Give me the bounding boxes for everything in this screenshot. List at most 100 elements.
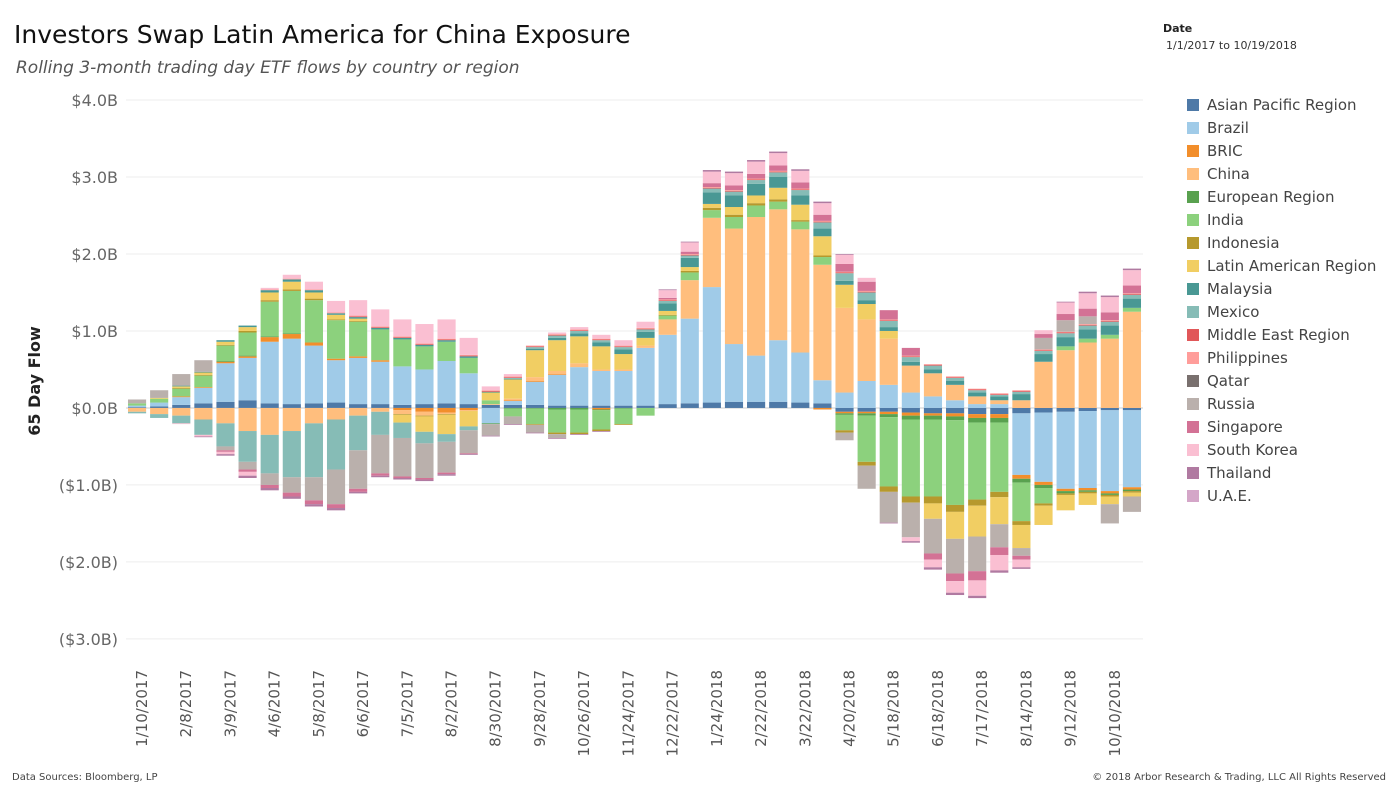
bar-segment-1 [1056,411,1075,489]
bar-segment-14 [724,185,744,191]
legend-swatch [1187,99,1199,111]
bar-segment-3 [503,398,522,401]
bar-segment-3 [835,307,854,393]
bar-segment-9 [172,415,191,424]
bar-segment-8 [791,195,810,205]
bar-segment-14 [1012,555,1031,560]
bar-segment-15 [260,287,279,290]
bar-segment-15 [1034,330,1053,335]
axes: $4.0B $3.0B $2.0B $1.0B $0.0B ($1.0B) ($2.0B) (… [25,91,1124,756]
bar-segment-8 [238,325,257,328]
bar-segment-1 [1078,411,1097,489]
bar-segment-8 [260,290,279,293]
bar-segment-4 [946,416,965,421]
bar-segment-16 [371,475,390,478]
bar-segment-7 [769,187,788,200]
bar-segment-10 [614,346,633,348]
bar-segment-6 [326,319,346,321]
bar-segment-13 [326,469,346,505]
bar-segment-0 [1078,407,1097,412]
bar-segment-7 [150,397,169,399]
bar-segment-16 [879,522,898,524]
bar-segment-0 [658,404,677,408]
bar-segment-6 [769,199,788,202]
bar-segment-0 [150,406,169,408]
bar-segment-2 [371,360,390,362]
bar-segment-16 [747,160,766,162]
bar-segment-9 [349,415,368,451]
bar-segment-1 [459,373,478,405]
y-tick-label: $4.0B [71,91,118,110]
bar-segment-11 [791,188,810,190]
bar-segment-1 [548,374,567,406]
bar-segment-14 [1100,312,1119,321]
bar-segment-3 [481,404,500,405]
bar-segment-3 [879,338,898,385]
bar-segment-2 [238,356,257,358]
bar-segment-5 [525,408,545,425]
bar-segment-16 [1122,268,1142,271]
bar-segment-5 [326,320,346,359]
bar-segment-2 [968,414,987,418]
bar-segment-3 [813,264,832,381]
legend-label: Middle East Region [1207,326,1350,344]
bar-segment-6 [1056,493,1075,495]
bar-segment-14 [371,473,390,476]
bar-segment-8 [349,317,368,319]
bar-segment-4 [548,407,567,410]
bar-segment-15 [304,281,323,290]
bar-segment-10 [437,339,456,341]
bar-segment-9 [415,431,434,444]
bar-segment-3 [614,369,633,371]
bar-segment-1 [238,357,257,401]
bar-segment-11 [680,253,699,255]
x-tick-label: 10/26/2017 [575,670,593,756]
bar-segment-10 [923,364,943,366]
bar-segment-8 [1056,337,1075,347]
bar-segment-8 [393,337,412,340]
bar-segment-9 [503,377,522,379]
bar-segment-8 [1012,394,1031,401]
bar-segment-0 [216,401,235,408]
bar-segment-15 [791,170,810,183]
bar-segment-15 [747,161,766,174]
bar-segment-5 [1078,338,1097,343]
bar-segment-14 [813,214,832,221]
bar-segment-13 [857,465,876,489]
bar-segment-15 [216,451,235,455]
bar-segment-16 [791,169,810,171]
bar-segment-8 [481,391,500,393]
bar-segment-7 [636,337,655,346]
bar-segment-7 [1056,494,1075,511]
bar-segment-14 [879,310,898,320]
bar-segment-3 [592,369,611,371]
bar-segment-7 [282,281,301,290]
bar-segment-8 [592,342,611,347]
bar-segment-0 [459,404,478,408]
bar-segment-3 [636,345,655,348]
bar-segment-0 [946,407,965,414]
legend-label: Singapore [1207,418,1283,436]
bar-segment-14 [923,553,943,560]
bar-segment-6 [791,220,810,222]
legend-swatch [1187,444,1199,456]
bar-segment-3 [680,280,699,319]
bar-segment-1 [437,360,456,404]
bar-segment-11 [1056,331,1075,333]
bar-segment-10 [459,355,478,357]
bar-segment-3 [1056,350,1075,408]
bar-segment-8 [194,371,213,373]
bar-segment-11 [769,170,788,172]
bar-segment-13 [879,491,898,523]
bar-segment-11 [658,299,677,301]
bar-segment-1 [923,396,943,408]
bar-segment-16 [1012,567,1031,569]
bar-segment-6 [304,298,323,301]
bar-segment-16 [1100,295,1119,298]
bar-segment-2 [172,396,191,398]
bar-segment-14 [1078,308,1097,317]
bar-segment-5 [349,321,368,357]
date-filter-value[interactable]: 1/1/2017 to 10/19/2018 [1166,39,1297,52]
bar-segment-1 [371,361,390,405]
data-source: Data Sources: Bloomberg, LP [12,772,158,783]
